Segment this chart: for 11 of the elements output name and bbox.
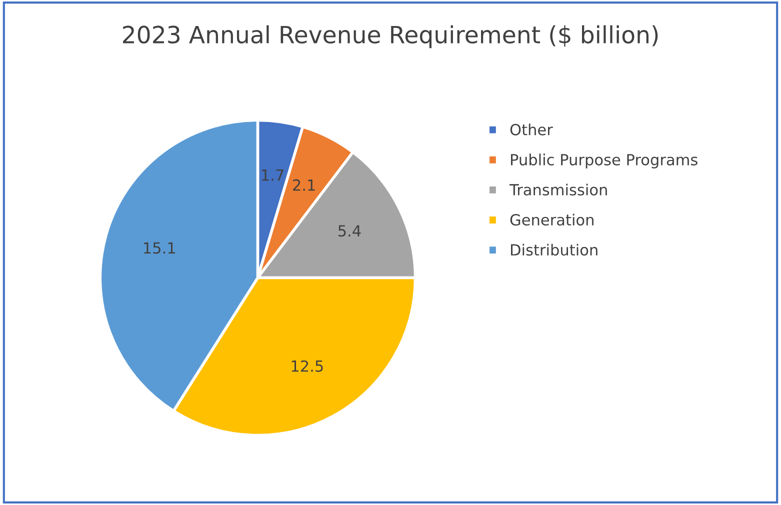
data-label: 2.1 xyxy=(293,179,315,191)
data-label: 12.5 xyxy=(292,360,323,372)
data-label: 5.4 xyxy=(338,225,361,237)
legend-label: Distribution xyxy=(511,244,598,256)
data-label: 1.7 xyxy=(262,169,284,181)
data-label: 15.1 xyxy=(144,242,175,254)
legend-label: Generation xyxy=(510,214,594,226)
legend-label: Public Purpose Programs xyxy=(511,154,698,168)
legend-label: Other xyxy=(510,124,553,136)
legend-label: Transmission xyxy=(509,184,607,196)
chart-title: 2023 Annual Revenue Requirement ($ billion) xyxy=(123,25,658,48)
